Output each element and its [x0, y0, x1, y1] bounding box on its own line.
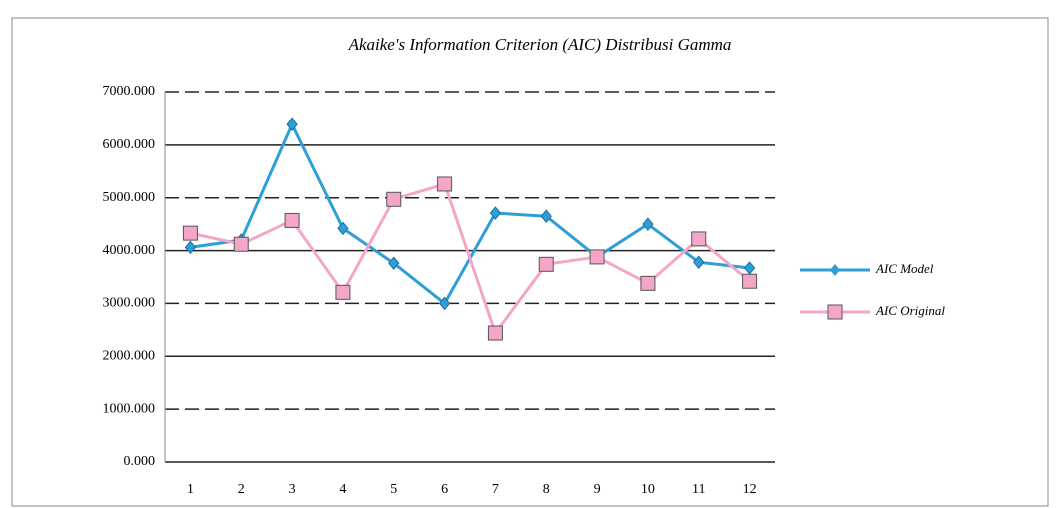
- data-point: [284, 212, 300, 228]
- data-point: [182, 225, 198, 241]
- data-point: [589, 249, 605, 265]
- x-tick-label: 5: [390, 482, 397, 497]
- data-point: [335, 284, 351, 300]
- chart-frame: [11, 17, 1049, 507]
- y-tick-label: 1000.000: [103, 401, 156, 416]
- x-tick-label: 9: [594, 482, 601, 497]
- x-tick-label: 11: [692, 482, 705, 497]
- data-point: [337, 221, 349, 236]
- y-tick-label: 7000.000: [103, 84, 156, 99]
- legend-label: AIC Model: [875, 261, 934, 276]
- data-point: [184, 240, 197, 255]
- data-point: [438, 296, 451, 311]
- x-tick-label: 3: [289, 482, 296, 497]
- y-tick-label: 0.000: [124, 454, 156, 469]
- x-tick-label: 10: [641, 482, 655, 497]
- data-point: [489, 206, 502, 220]
- y-tick-label: 2000.000: [103, 349, 156, 364]
- x-tick-label: 2: [238, 482, 245, 497]
- chart-title: Akaike's Information Criterion (AIC) Dis…: [348, 35, 732, 54]
- y-tick-label: 5000.000: [103, 190, 156, 205]
- legend-swatch-marker: [830, 264, 840, 276]
- data-point: [487, 325, 503, 341]
- data-point: [642, 217, 654, 231]
- y-tick-label: 4000.000: [103, 243, 156, 258]
- data-point: [386, 191, 402, 207]
- data-point: [640, 275, 656, 291]
- y-tick-label: 6000.000: [103, 137, 156, 152]
- data-point: [742, 273, 758, 289]
- legend-label: AIC Original: [875, 303, 945, 318]
- x-tick-label: 8: [543, 482, 550, 497]
- x-tick-label: 7: [492, 482, 499, 497]
- data-point: [388, 256, 400, 271]
- data-point: [693, 255, 705, 269]
- data-point: [538, 256, 554, 272]
- x-tick-label: 1: [187, 482, 194, 497]
- data-point: [437, 176, 453, 192]
- x-tick-label: 4: [339, 482, 346, 497]
- x-tick-label: 12: [743, 482, 757, 497]
- data-point: [233, 236, 249, 252]
- series-line: [190, 182, 751, 337]
- data-point: [540, 209, 552, 223]
- x-tick-label: 6: [441, 482, 448, 497]
- data-point: [286, 117, 298, 132]
- y-tick-label: 3000.000: [103, 296, 156, 311]
- data-point: [691, 231, 707, 247]
- legend-swatch-marker: [827, 304, 843, 320]
